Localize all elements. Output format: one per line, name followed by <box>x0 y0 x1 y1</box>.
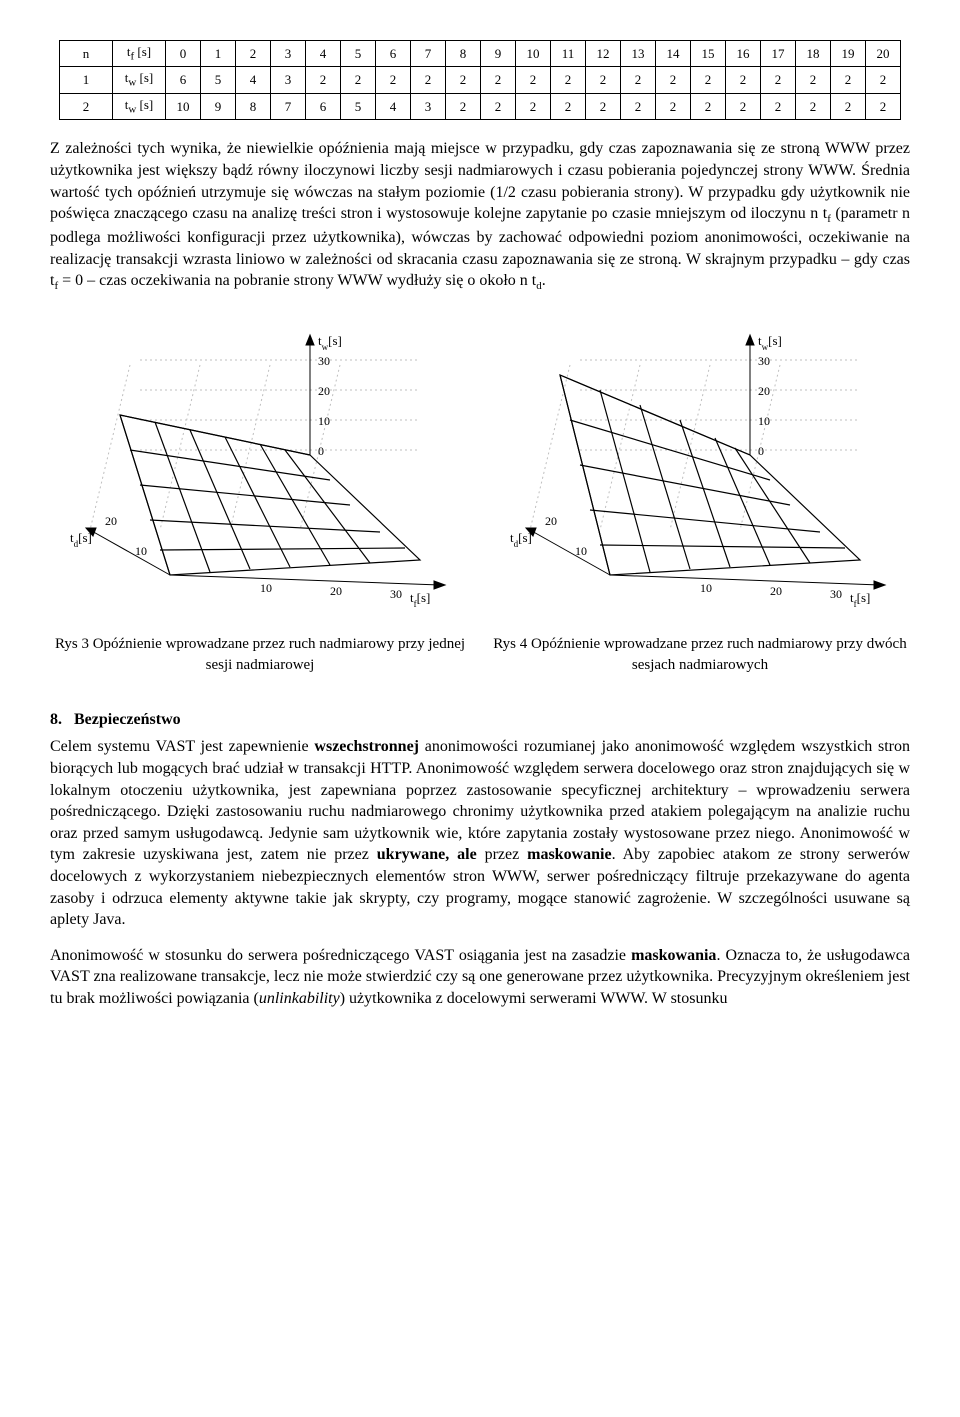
table-header-row: n tf [s] 0 1 2 3 4 5 6 7 8 9 10 11 12 13… <box>60 41 901 67</box>
figure-left-caption: Rys 3 Opóźnienie wprowadzane przez ruch … <box>50 634 470 675</box>
svg-text:20: 20 <box>330 584 342 598</box>
parameters-table: n tf [s] 0 1 2 3 4 5 6 7 8 9 10 11 12 13… <box>59 40 901 120</box>
svg-text:30: 30 <box>830 587 842 601</box>
axis-y-label: td[s] <box>510 530 532 549</box>
paragraph-security-2: Anonimowość w stosunku do serwera pośred… <box>50 945 910 1010</box>
table-row: 1 tw [s] 6 5 4 3 2 2 2 2 2 2 2 2 2 2 2 2… <box>60 67 901 93</box>
section-heading: 8. Bezpieczeństwo <box>50 709 910 731</box>
axis-z-label: tw[s] <box>318 333 342 352</box>
figure-right-caption: Rys 4 Opóźnienie wprowadzane przez ruch … <box>490 634 910 675</box>
svg-text:20: 20 <box>758 384 770 398</box>
figure-right: tw[s] 30 20 10 0 <box>490 320 910 675</box>
axis-y-label: td[s] <box>70 530 92 549</box>
figure-row: tw[s] 30 20 10 0 <box>50 320 910 675</box>
paragraph-security-1: Celem systemu VAST jest zapewnienie wsze… <box>50 736 910 930</box>
section-number: 8. <box>50 711 62 728</box>
svg-text:10: 10 <box>135 544 147 558</box>
figure-left: tw[s] 30 20 10 0 <box>50 320 470 675</box>
svg-text:20: 20 <box>770 584 782 598</box>
surface-plot-left: tw[s] 30 20 10 0 <box>60 320 460 620</box>
svg-text:30: 30 <box>390 587 402 601</box>
hdr-n: n <box>60 41 113 67</box>
axis-z-label: tw[s] <box>758 333 782 352</box>
paragraph-intro: Z zależności tych wynika, że niewielkie … <box>50 138 910 294</box>
svg-text:30: 30 <box>758 354 770 368</box>
svg-text:10: 10 <box>758 414 770 428</box>
axis-x-label: tf[s] <box>850 590 870 609</box>
svg-text:20: 20 <box>105 514 117 528</box>
svg-text:10: 10 <box>260 581 272 595</box>
section-title: Bezpieczeństwo <box>74 711 181 728</box>
svg-text:10: 10 <box>700 581 712 595</box>
table-row: 2 tw [s] 10 9 8 7 6 5 4 3 2 2 2 2 2 2 2 … <box>60 93 901 119</box>
surface-plot-right: tw[s] 30 20 10 0 <box>500 320 900 620</box>
svg-text:0: 0 <box>758 444 764 458</box>
svg-text:20: 20 <box>318 384 330 398</box>
axis-x-label: tf[s] <box>410 590 430 609</box>
svg-text:10: 10 <box>318 414 330 428</box>
svg-text:20: 20 <box>545 514 557 528</box>
svg-text:30: 30 <box>318 354 330 368</box>
svg-text:0: 0 <box>318 444 324 458</box>
hdr-tf: tf [s] <box>113 41 166 67</box>
svg-text:10: 10 <box>575 544 587 558</box>
